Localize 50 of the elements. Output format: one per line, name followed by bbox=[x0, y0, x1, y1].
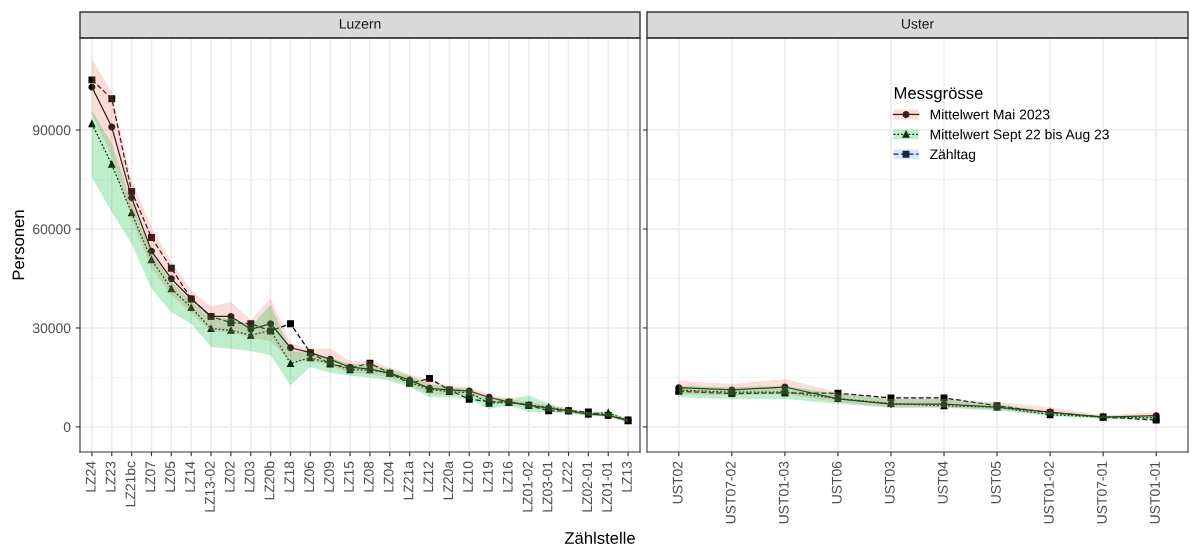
y-tick-label: 0 bbox=[63, 422, 71, 433]
x-tick-label: UST01-03 bbox=[778, 461, 789, 524]
x-tick-label: LZ12 bbox=[423, 461, 434, 492]
x-tick-label: LZ16 bbox=[502, 461, 513, 492]
x-tick-label: UST03 bbox=[884, 461, 895, 504]
legend-label: Mittelwert Sept 22 bis Aug 23 bbox=[930, 129, 1109, 143]
legend-label: Mittelwert Mai 2023 bbox=[930, 109, 1050, 120]
x-tick-label: UST02 bbox=[672, 461, 683, 504]
chart-title: Uster bbox=[901, 19, 934, 29]
x-tick-label: UST05 bbox=[990, 461, 1001, 504]
y-tick-label: 90000 bbox=[33, 125, 71, 136]
x-tick-label: LZ14 bbox=[185, 461, 195, 492]
x-tick-label: LZ20a bbox=[443, 461, 454, 500]
x-tick-label: LZ13 bbox=[621, 461, 632, 492]
x-tick-label: LZ21a bbox=[403, 461, 414, 500]
y-tick-label: 60000 bbox=[33, 224, 71, 235]
x-axis-title: Zählstelle bbox=[564, 531, 635, 544]
x-tick-label: UST07-02 bbox=[725, 461, 736, 524]
x-tick-label: LZ13-02 bbox=[204, 461, 215, 512]
legend-label: Zähltag bbox=[930, 149, 976, 162]
x-tick-label: UST06 bbox=[831, 461, 842, 504]
x-tick-label: LZ19 bbox=[482, 461, 493, 492]
x-tick-label: LZ02 bbox=[224, 461, 235, 492]
x-tick-label: LZ20b bbox=[264, 461, 275, 500]
x-tick-label: UST01-01 bbox=[1150, 461, 1160, 524]
y-tick-label: 30000 bbox=[32, 323, 71, 334]
x-tick-label: LZ02-01 bbox=[582, 461, 593, 512]
x-tick-label: LZ22 bbox=[562, 461, 573, 492]
chart-title: Luzern bbox=[339, 19, 381, 29]
x-tick-label: LZ09 bbox=[324, 461, 334, 492]
x-tick-label: LZ18 bbox=[284, 461, 295, 492]
x-tick-label: LZ04 bbox=[383, 461, 394, 492]
x-tick-label: LZ07 bbox=[145, 461, 156, 492]
x-tick-label: LZ01-01 bbox=[602, 461, 612, 512]
x-tick-label: LZ23 bbox=[105, 461, 116, 492]
x-tick-label: LZ03-01 bbox=[542, 461, 553, 512]
x-tick-label: UST01-02 bbox=[1043, 461, 1054, 524]
x-tick-label: LZ06 bbox=[304, 461, 315, 492]
x-tick-label: LZ10 bbox=[463, 461, 473, 492]
y-axis-title: Personen bbox=[12, 210, 25, 280]
legend-title: Messgrösse bbox=[894, 87, 983, 103]
x-tick-label: LZ21bc bbox=[125, 461, 136, 507]
x-tick-label: LZ24 bbox=[85, 461, 96, 492]
x-tick-label: LZ15 bbox=[344, 461, 354, 492]
x-tick-label: LZ01-02 bbox=[522, 461, 533, 512]
x-tick-label: UST04 bbox=[937, 461, 948, 504]
x-tick-label: LZ08 bbox=[363, 461, 374, 492]
x-tick-label: UST07-01 bbox=[1097, 461, 1107, 524]
x-tick-label: LZ05 bbox=[165, 461, 176, 492]
x-tick-label: LZ03 bbox=[244, 461, 255, 492]
